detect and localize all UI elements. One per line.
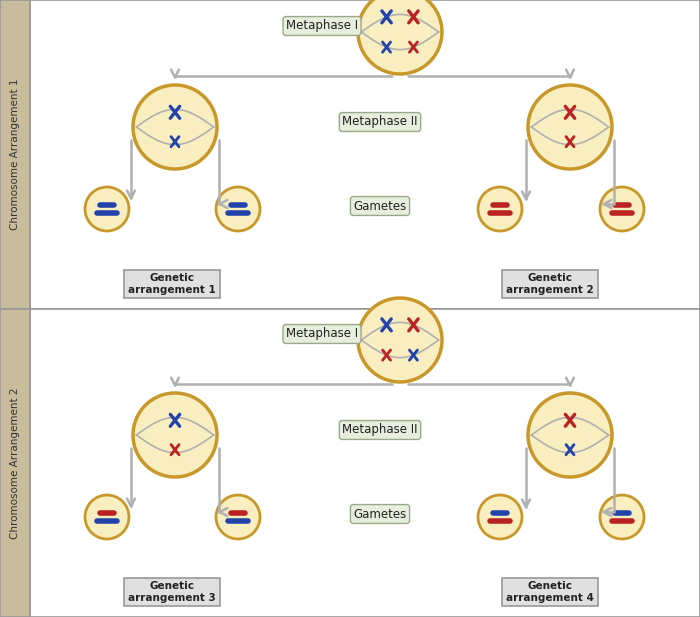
Circle shape xyxy=(174,141,176,143)
Circle shape xyxy=(85,495,129,539)
Circle shape xyxy=(412,46,414,48)
Circle shape xyxy=(85,187,129,231)
Circle shape xyxy=(174,111,176,114)
Text: Metaphase II: Metaphase II xyxy=(342,423,418,436)
Text: Metaphase I: Metaphase I xyxy=(286,328,358,341)
Circle shape xyxy=(386,354,387,356)
Circle shape xyxy=(528,393,612,477)
Circle shape xyxy=(216,495,260,539)
Bar xyxy=(0,0,30,309)
Circle shape xyxy=(358,0,442,74)
Text: Metaphase II: Metaphase II xyxy=(342,115,418,128)
Text: Genetic
arrangement 3: Genetic arrangement 3 xyxy=(128,581,216,603)
Circle shape xyxy=(528,85,612,169)
Circle shape xyxy=(478,187,522,231)
Circle shape xyxy=(569,420,571,421)
Circle shape xyxy=(386,16,388,18)
Circle shape xyxy=(412,16,414,18)
Text: Gametes: Gametes xyxy=(354,508,407,521)
Bar xyxy=(0,309,30,617)
Circle shape xyxy=(133,393,217,477)
Circle shape xyxy=(216,187,260,231)
Circle shape xyxy=(386,46,387,48)
Text: Genetic
arrangement 4: Genetic arrangement 4 xyxy=(506,581,594,603)
Text: Chromosome Arrangement 1: Chromosome Arrangement 1 xyxy=(10,79,20,230)
Circle shape xyxy=(569,449,571,450)
Circle shape xyxy=(412,354,414,356)
Circle shape xyxy=(478,495,522,539)
Text: Gametes: Gametes xyxy=(354,199,407,212)
Circle shape xyxy=(569,141,571,143)
Circle shape xyxy=(133,85,217,169)
Circle shape xyxy=(600,495,644,539)
Circle shape xyxy=(600,187,644,231)
Circle shape xyxy=(174,449,176,450)
Text: Chromosome Arrangement 2: Chromosome Arrangement 2 xyxy=(10,387,20,539)
Circle shape xyxy=(358,298,442,382)
Text: Genetic
arrangement 1: Genetic arrangement 1 xyxy=(128,273,216,295)
Text: Metaphase I: Metaphase I xyxy=(286,20,358,33)
Bar xyxy=(30,0,700,309)
Circle shape xyxy=(386,324,388,326)
Circle shape xyxy=(569,111,571,114)
Circle shape xyxy=(174,420,176,421)
Text: Genetic
arrangement 2: Genetic arrangement 2 xyxy=(506,273,594,295)
Circle shape xyxy=(412,324,414,326)
Bar xyxy=(30,309,700,617)
